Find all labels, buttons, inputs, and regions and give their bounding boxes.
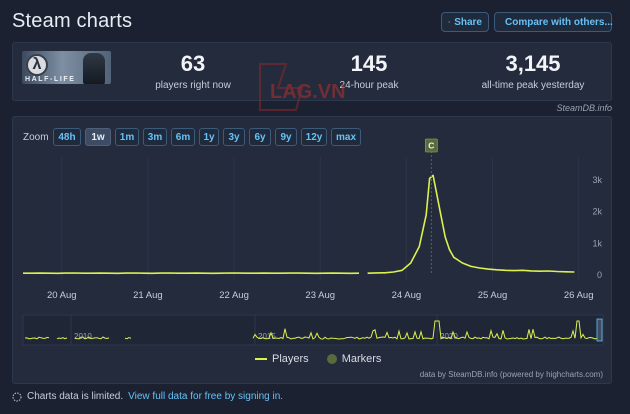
- game-capsule-image[interactable]: λ HALF-LIFE: [22, 51, 111, 84]
- chart-legend: Players Markers: [255, 353, 381, 365]
- chart-panel: Zoom 48h 1w 1m 3m 6m 1y 3y 6y 9y 12y max 0 1k 2k 3k C 2…: [12, 116, 612, 384]
- marker-label: C: [428, 141, 434, 151]
- footer-note-text: Charts data is limited.: [27, 391, 124, 402]
- zoom-option-9y[interactable]: 9y: [275, 128, 297, 146]
- sign-in-link[interactable]: View full data for free by signing in.: [128, 391, 284, 402]
- top-bar: Steam charts Share Compare with others..…: [0, 0, 630, 42]
- y-tick-label: 2k: [592, 207, 602, 217]
- stats-panel: λ HALF-LIFE 63 players right now 145 24-…: [12, 42, 612, 101]
- stat-players-now: 63 players right now: [141, 51, 245, 91]
- stat-alltime-peak: 3,145 all-time peak yesterday: [458, 51, 608, 91]
- navigator-background: [22, 314, 604, 346]
- zoom-option-1m[interactable]: 1m: [115, 128, 139, 146]
- watermark-text: LAG.VN: [270, 81, 346, 103]
- x-tick-label: 21 Aug: [133, 290, 163, 301]
- player-chart[interactable]: 0 1k 2k 3k C 20 Aug 21 Aug 22 Aug 23 Aug 24 Aug 25…: [13, 117, 613, 347]
- y-tick-label: 3k: [592, 175, 602, 185]
- legend-players[interactable]: Players: [255, 353, 309, 365]
- zoom-option-1y[interactable]: 1y: [199, 128, 219, 146]
- x-tick-label: 25 Aug: [478, 290, 508, 301]
- dotted-circle-icon: [12, 392, 22, 401]
- capsule-title: HALF-LIFE: [25, 76, 76, 83]
- share-icon: [448, 21, 450, 23]
- legend-players-swatch: [255, 358, 267, 360]
- zoom-option-6m[interactable]: 6m: [171, 128, 195, 146]
- lambda-logo-icon: λ: [26, 54, 48, 76]
- x-tick-label: 24 Aug: [392, 290, 422, 301]
- zoom-option-3m[interactable]: 3m: [143, 128, 167, 146]
- stat-alltime-label: all-time peak yesterday: [481, 80, 585, 91]
- x-tick-label: 23 Aug: [305, 290, 335, 301]
- legend-players-label: Players: [272, 353, 309, 365]
- character-figure: [83, 53, 105, 84]
- navigator-year-label: 2010: [74, 332, 92, 341]
- share-button[interactable]: Share: [441, 12, 489, 32]
- page-title: Steam charts: [12, 10, 133, 32]
- navigator-year-label: 2015: [258, 332, 276, 341]
- legend-markers-label: Markers: [341, 353, 382, 365]
- stat-alltime-value: 3,145: [505, 51, 561, 76]
- marker-flag: [424, 138, 438, 153]
- stat-now-label: players right now: [155, 80, 231, 91]
- legend-markers-swatch: [326, 354, 337, 364]
- x-tick-label: 22 Aug: [219, 290, 249, 301]
- chart-credit[interactable]: data by SteamDB.info (powered by highcha…: [419, 370, 603, 379]
- share-label: Share: [454, 16, 482, 28]
- stat-peak24-value: 145: [350, 51, 388, 76]
- compare-button[interactable]: Compare with others...: [494, 12, 613, 32]
- players-line-segment: [367, 174, 575, 274]
- zoom-option-12y[interactable]: 12y: [301, 128, 327, 146]
- y-tick-label: 1k: [592, 238, 602, 248]
- compare-label: Compare with others...: [505, 16, 613, 28]
- zoom-option-max[interactable]: max: [331, 128, 361, 146]
- stat-peak24-label: 24-hour peak: [339, 80, 399, 91]
- navigator-handle: [596, 318, 603, 342]
- steamdb-credit[interactable]: SteamDB.info: [556, 103, 612, 113]
- lag-vn-watermark: LAG.VN: [259, 63, 346, 111]
- x-tick-label: 20 Aug: [47, 290, 77, 301]
- zoom-option-48h[interactable]: 48h: [53, 128, 81, 146]
- legend-markers[interactable]: Markers: [326, 353, 382, 365]
- zoom-label: Zoom: [23, 132, 49, 143]
- y-tick-label: 0: [597, 270, 602, 280]
- navigator-series: [24, 320, 602, 340]
- stat-now-value: 63: [180, 51, 206, 76]
- zoom-option-6y[interactable]: 6y: [249, 128, 271, 146]
- footer-note: Charts data is limited. View full data f…: [12, 391, 283, 402]
- zoom-option-1w[interactable]: 1w: [85, 128, 111, 146]
- x-tick-label: 26 Aug: [564, 290, 594, 301]
- stat-24h-peak: 145 24-hour peak: [313, 51, 425, 91]
- zoom-option-3y[interactable]: 3y: [223, 128, 245, 146]
- navigator-year-label: 2020: [440, 332, 458, 341]
